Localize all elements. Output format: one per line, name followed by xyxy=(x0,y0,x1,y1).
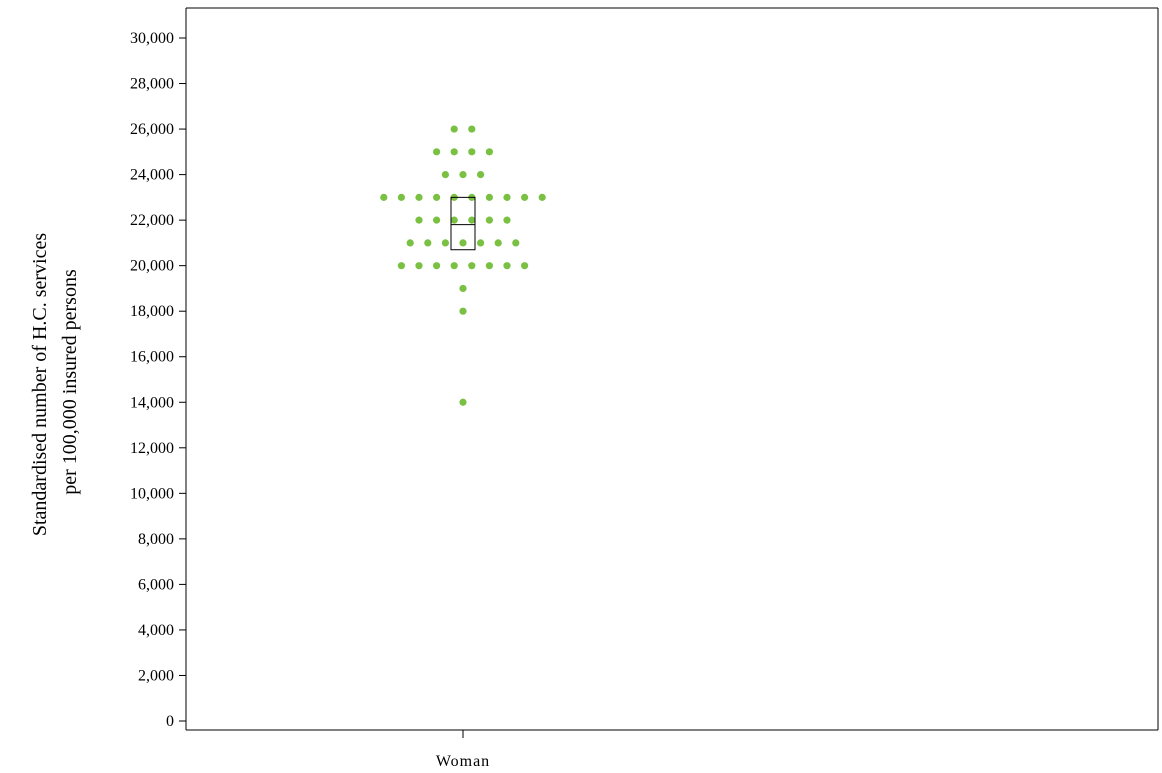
y-tick-label: 18,000 xyxy=(130,303,174,320)
data-point xyxy=(485,193,493,201)
data-point xyxy=(485,148,493,156)
y-tick-label: 4,000 xyxy=(138,622,174,639)
data-point xyxy=(415,193,423,201)
y-tick-label: 12,000 xyxy=(130,440,174,457)
data-point xyxy=(459,398,467,406)
data-points xyxy=(380,125,546,406)
data-point xyxy=(450,148,458,156)
data-point xyxy=(415,262,423,270)
data-point xyxy=(433,193,441,201)
y-tick-label: 14,000 xyxy=(130,394,174,411)
data-point xyxy=(503,262,511,270)
data-point xyxy=(503,216,511,224)
data-point xyxy=(468,148,476,156)
plot-frame xyxy=(185,7,1159,731)
x-axis-ticks: Woman xyxy=(436,730,490,770)
data-point xyxy=(521,193,529,201)
data-point xyxy=(415,216,423,224)
data-point xyxy=(459,307,467,315)
y-tick-label: 10,000 xyxy=(130,485,174,502)
data-point xyxy=(477,171,485,179)
data-point xyxy=(459,171,467,179)
y-tick-label: 30,000 xyxy=(130,30,174,47)
data-point xyxy=(450,125,458,133)
data-point xyxy=(433,148,441,156)
summary-box-rect xyxy=(450,196,476,251)
y-axis-ticks: 0 2,000 4,000 6,000 8,000 10,000 12,000 14,000 1… xyxy=(130,30,186,730)
data-point xyxy=(468,125,476,133)
y-tick-label: 22,000 xyxy=(130,212,174,229)
data-point xyxy=(459,239,467,247)
data-point xyxy=(397,262,405,270)
y-tick-label: 6,000 xyxy=(138,576,174,593)
data-point xyxy=(441,239,449,247)
data-point xyxy=(521,262,529,270)
y-tick-label: 8,000 xyxy=(138,531,174,548)
data-point xyxy=(441,171,449,179)
x-tick-label: Woman xyxy=(436,753,490,770)
data-point xyxy=(477,239,485,247)
data-point xyxy=(406,239,414,247)
y-tick-label: 0 xyxy=(166,713,174,730)
data-point xyxy=(485,216,493,224)
data-point xyxy=(450,216,458,224)
data-point xyxy=(468,262,476,270)
data-point xyxy=(433,216,441,224)
y-tick-label: 24,000 xyxy=(130,167,174,184)
data-point xyxy=(538,193,546,201)
data-point xyxy=(468,216,476,224)
data-point xyxy=(512,239,520,247)
y-tick-label: 28,000 xyxy=(130,76,174,93)
y-tick-label: 2,000 xyxy=(138,667,174,684)
data-point xyxy=(494,239,502,247)
data-point xyxy=(459,284,467,293)
y-tick-label: 20,000 xyxy=(130,258,174,275)
y-axis-title-line-2: per 100,000 insured persons xyxy=(59,269,81,495)
data-point xyxy=(450,262,458,270)
data-point xyxy=(380,193,388,201)
data-point xyxy=(397,193,405,201)
summary-box xyxy=(450,196,476,251)
y-axis-title-line-1: Standardised number of H.C. services xyxy=(29,233,51,536)
y-tick-label: 16,000 xyxy=(130,349,174,366)
data-point xyxy=(485,262,493,270)
data-point xyxy=(503,193,511,201)
data-point xyxy=(424,239,432,247)
y-tick-label: 26,000 xyxy=(130,121,174,138)
y-axis-title: Standardised number of H.C. services per… xyxy=(29,228,81,536)
data-point xyxy=(433,262,441,270)
